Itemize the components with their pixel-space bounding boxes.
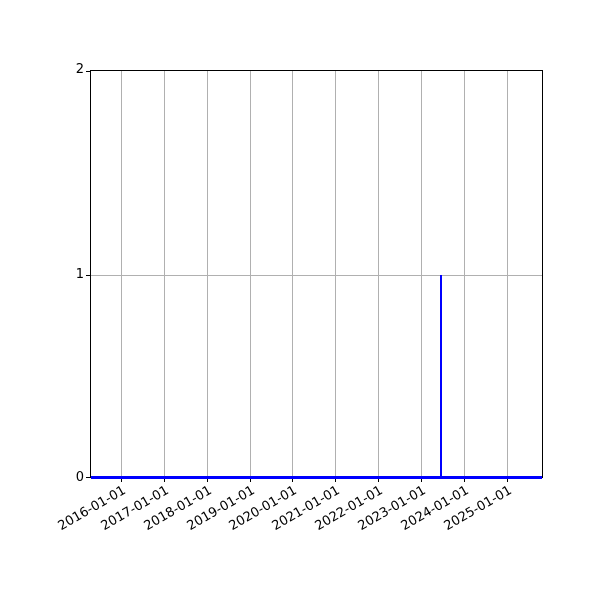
- y-tick-mark: [86, 477, 90, 478]
- x-tick-mark: [464, 478, 465, 482]
- y-tick-mark: [86, 71, 90, 72]
- y-tick-label: 2: [75, 62, 84, 77]
- gridline-vertical: [250, 71, 251, 477]
- gridline-vertical: [121, 71, 122, 477]
- gridline-vertical: [507, 71, 508, 477]
- plot-area: [86, 70, 543, 482]
- gridline-vertical: [292, 71, 293, 477]
- series-line-spike: [440, 275, 442, 478]
- x-tick-mark: [378, 478, 379, 482]
- y-tick-label: 1: [75, 267, 84, 282]
- x-tick-mark: [250, 478, 251, 482]
- gridline-vertical: [464, 71, 465, 477]
- x-tick-mark: [335, 478, 336, 482]
- x-tick-mark: [507, 478, 508, 482]
- gridline-vertical: [421, 71, 422, 477]
- x-tick-mark: [292, 478, 293, 482]
- x-tick-mark: [164, 478, 165, 482]
- gridline-horizontal: [91, 275, 542, 276]
- gridline-vertical: [335, 71, 336, 477]
- x-tick-mark: [207, 478, 208, 482]
- gridline-vertical: [164, 71, 165, 477]
- gridline-vertical: [378, 71, 379, 477]
- x-tick-mark: [421, 478, 422, 482]
- series-line-baseline: [91, 476, 542, 479]
- y-tick-label: 0: [75, 470, 84, 485]
- x-tick-mark: [121, 478, 122, 482]
- y-tick-mark: [86, 275, 90, 276]
- gridline-vertical: [207, 71, 208, 477]
